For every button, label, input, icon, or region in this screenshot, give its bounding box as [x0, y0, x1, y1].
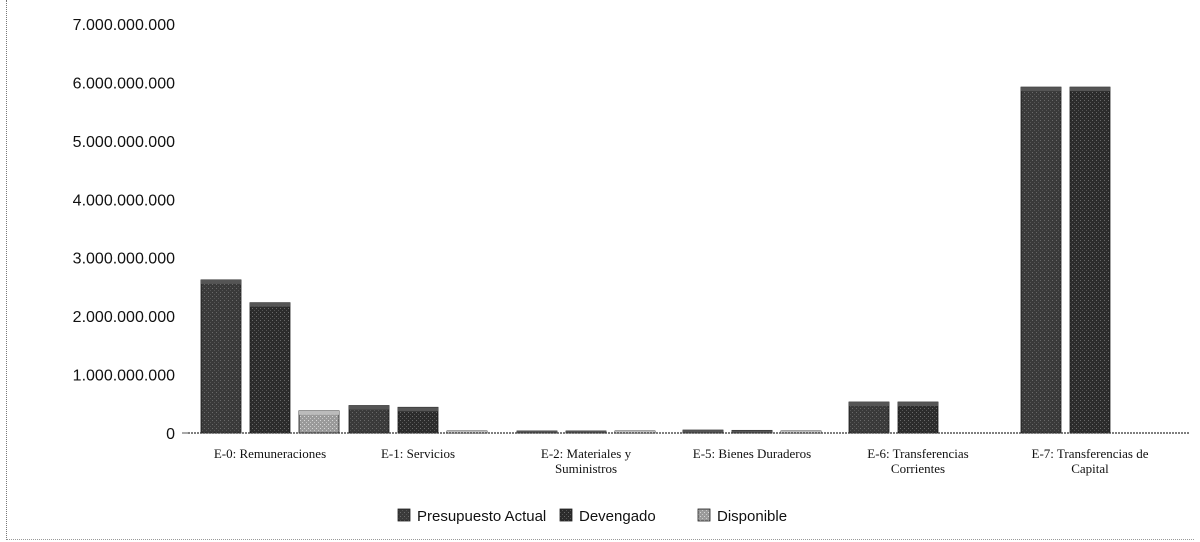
- x-category-label: Corrientes: [891, 461, 945, 476]
- y-tick-label: 7.000.000.000: [73, 17, 175, 34]
- bar-devengado: [397, 406, 439, 434]
- y-tick-label: 4.000.000.000: [73, 192, 175, 209]
- y-tick-label: 6.000.000.000: [73, 75, 175, 92]
- x-category-label: Capital: [1071, 461, 1109, 476]
- x-category-label: E-5: Bienes Duraderos: [693, 446, 811, 461]
- bar-cap: [299, 410, 339, 415]
- bar-cap: [615, 431, 655, 433]
- x-category-label: E-6: Transferencias: [867, 446, 968, 461]
- bar-cap: [781, 431, 821, 433]
- bar-presupuesto-actual: [200, 279, 242, 434]
- bar-cap: [250, 302, 290, 307]
- bar-cap: [1070, 87, 1110, 92]
- y-tick-label: 0: [166, 426, 175, 443]
- x-category-label: E-1: Servicios: [381, 446, 455, 461]
- bar-presupuesto-actual: [348, 405, 390, 434]
- legend-label: Presupuesto Actual: [417, 508, 546, 525]
- bar-devengado: [1069, 86, 1111, 434]
- bar-cap: [398, 407, 438, 412]
- bar-devengado: [249, 302, 291, 434]
- y-tick-label: 1.000.000.000: [73, 368, 175, 385]
- y-tick-label: 5.000.000.000: [73, 134, 175, 151]
- chart-frame: [6, 0, 1194, 540]
- legend-label: Devengado: [579, 508, 656, 525]
- bar-cap: [447, 431, 487, 433]
- legend-swatch: [397, 508, 411, 522]
- bar-presupuesto-actual: [1020, 86, 1062, 434]
- legend-label: Disponible: [717, 508, 787, 525]
- x-category-label: E-7: Transferencias de: [1032, 446, 1149, 461]
- x-category-label: E-0: Remuneraciones: [214, 446, 326, 461]
- bar-cap: [517, 431, 557, 433]
- bar-cap: [898, 402, 938, 407]
- x-category-label: Suministros: [555, 461, 617, 476]
- bar-cap: [349, 405, 389, 410]
- bar-cap: [732, 430, 772, 433]
- x-category-label: E-2: Materiales y: [541, 446, 632, 461]
- bar-cap: [849, 402, 889, 407]
- bar-cap: [1021, 87, 1061, 92]
- legend-swatch: [697, 508, 711, 522]
- bar-cap: [566, 431, 606, 433]
- y-tick-label: 2.000.000.000: [73, 309, 175, 326]
- legend-swatch: [559, 508, 573, 522]
- bar-presupuesto-actual: [848, 401, 890, 434]
- bar-cap: [201, 279, 241, 284]
- y-tick-label: 3.000.000.000: [73, 251, 175, 268]
- bar-devengado: [897, 401, 939, 434]
- bar-cap: [683, 430, 723, 433]
